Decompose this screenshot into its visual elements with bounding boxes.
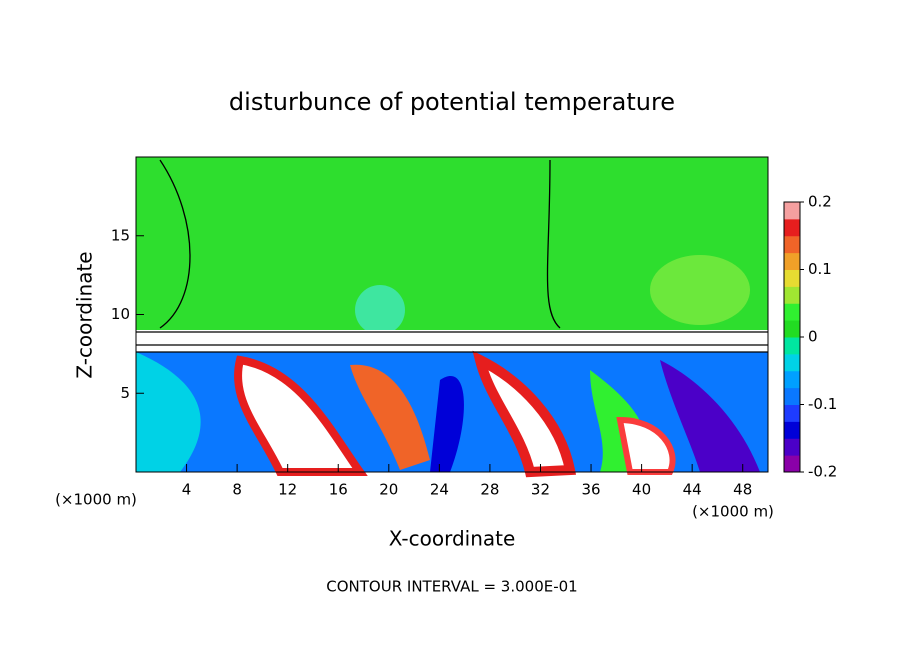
y-tick-label: 5: [120, 384, 130, 402]
y-axis-label: Z-coordinate: [73, 251, 97, 378]
x-tick-label: 16: [329, 481, 348, 499]
colorbar-bin: [784, 353, 800, 372]
field-patch: [430, 376, 464, 472]
colorbar-bin: [784, 202, 800, 220]
field-patch: [355, 285, 405, 335]
x-tick-label: 36: [581, 481, 600, 499]
x-unit: (×1000 m): [692, 503, 774, 521]
y-tick-label: 10: [111, 305, 130, 323]
colorbar-bin: [784, 438, 800, 456]
field-patch: [650, 255, 750, 325]
colorbar-bin: [784, 387, 800, 405]
x-unit: (×1000 m): [55, 491, 137, 509]
colorbar-bin: [784, 337, 800, 355]
field-band: [136, 330, 768, 352]
colorbar-bin: [784, 370, 800, 389]
colorbar-bin: [784, 286, 800, 304]
field: [135, 156, 769, 478]
x-tick-label: 44: [683, 481, 702, 499]
colorbar-bin: [784, 218, 800, 237]
x-tick-label: 20: [379, 481, 398, 499]
x-axis-label: X-coordinate: [389, 527, 516, 551]
colorbar-bin: [784, 269, 800, 287]
colorbar-bin: [784, 404, 800, 422]
colorbar-tick-label: -0.1: [808, 395, 837, 413]
x-tick-label: 48: [733, 481, 752, 499]
footnote: CONTOUR INTERVAL = 3.000E-01: [326, 578, 577, 596]
x-tick-label: 32: [531, 481, 550, 499]
colorbar-tick-label: 0.2: [808, 193, 832, 211]
colorbar-bin: [784, 320, 800, 338]
x-tick-label: 12: [278, 481, 297, 499]
colorbar-bin: [784, 235, 800, 254]
field-patch: [472, 350, 577, 478]
x-tick-label: 24: [430, 481, 449, 499]
chart-title: disturbunce of potential temperature: [229, 88, 675, 116]
contour-line: [159, 159, 561, 329]
x-tick-label: 8: [232, 481, 242, 499]
y-tick-label: 15: [111, 226, 130, 244]
field-patch: [350, 364, 430, 470]
colorbar-tick-label: -0.2: [808, 463, 837, 481]
contour-line: [136, 331, 768, 353]
field-patch: [660, 360, 760, 472]
x-tick-label: 40: [632, 481, 651, 499]
colorbar-tick-label: 0: [808, 328, 818, 346]
x-tick-label: 4: [182, 481, 192, 499]
colorbar-bin: [784, 252, 800, 270]
x-tick-label: 28: [480, 481, 499, 499]
colorbar-bin: [784, 303, 800, 321]
colorbar-bin: [784, 455, 800, 473]
field-patch: [136, 352, 201, 472]
colorbar-bin: [784, 421, 800, 439]
colorbar-tick-label: 0.1: [808, 260, 832, 278]
